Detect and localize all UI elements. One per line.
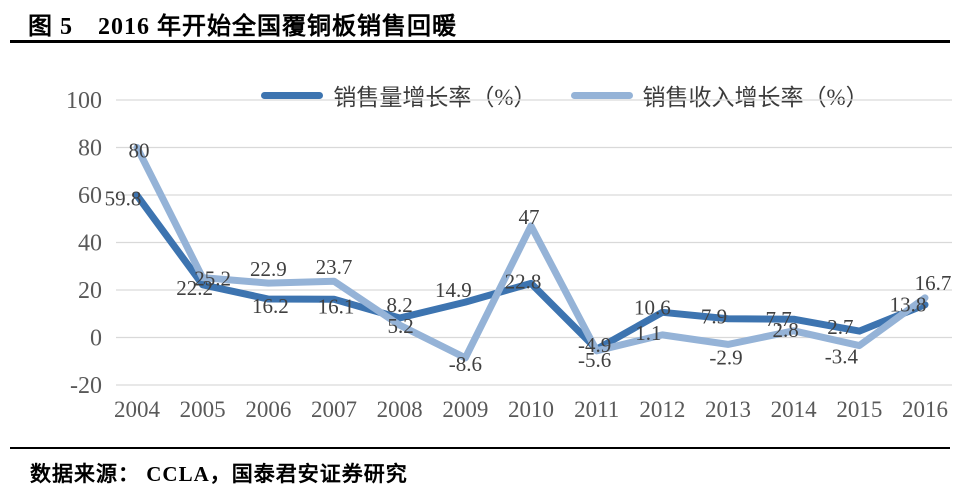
data-point-label: 13.8 (890, 293, 927, 317)
data-source: 数据来源： CCLA，国泰君安证券研究 (30, 462, 408, 486)
data-point-label: 16.2 (252, 294, 289, 318)
x-axis-tick-label: 2012 (639, 397, 685, 422)
y-axis-tick-label: 20 (78, 278, 102, 304)
data-point-label: 2.7 (827, 315, 853, 339)
data-point-label: 10.6 (634, 295, 671, 319)
legend-item-revenue: 销售收入增长率（%） (570, 78, 869, 112)
y-axis-tick-label: -20 (70, 373, 102, 399)
x-axis-tick-label: 2011 (574, 397, 619, 422)
data-point-label: 59.8 (105, 186, 142, 210)
data-point-label: 7.9 (701, 305, 727, 329)
x-axis-tick-label: 2004 (114, 397, 161, 422)
legend-label-volume: 销售量增长率（%） (333, 85, 537, 110)
y-axis-tick-label: 40 (78, 231, 102, 257)
data-point-label: 47 (519, 205, 540, 229)
data-point-label: -4.9 (578, 333, 611, 357)
data-point-label: 22.2 (176, 276, 213, 300)
data-point-label: 25.2 (194, 267, 231, 291)
data-point-label: 1.1 (635, 321, 661, 345)
legend-item-volume: 销售量增长率（%） (261, 78, 537, 112)
data-point-label: 16.7 (915, 271, 952, 295)
y-axis-tick-label: 0 (90, 326, 102, 352)
data-point-label: 8.2 (387, 293, 413, 317)
legend: 销售量增长率（%） 销售收入增长率（%） (170, 78, 960, 112)
data-point-label: 22.9 (250, 257, 287, 281)
data-point-label: 14.9 (435, 278, 472, 302)
y-axis-tick-label: 80 (78, 136, 102, 162)
data-point-label: -8.6 (449, 352, 482, 376)
x-axis-tick-label: 2007 (311, 397, 357, 422)
data-point-label: 22.8 (505, 269, 542, 293)
x-axis-tick-label: 2009 (442, 397, 488, 422)
legend-label-revenue: 销售收入增长率（%） (642, 85, 869, 110)
data-point-label: -5.6 (578, 348, 611, 372)
x-axis-tick-label: 2015 (836, 397, 882, 422)
volume-line-swatch (261, 91, 324, 99)
x-axis-tick-label: 2005 (180, 397, 226, 422)
x-axis-tick-label: 2006 (245, 397, 291, 422)
x-axis-tick-label: 2008 (377, 397, 423, 422)
x-axis-tick-label: 2016 (902, 397, 948, 422)
data-point-label: -3.4 (825, 345, 859, 369)
y-axis-tick-label: 100 (66, 88, 102, 114)
volume-growth-line (133, 191, 929, 353)
data-point-label: 2.8 (773, 318, 799, 342)
data-point-label: 5.2 (388, 314, 414, 338)
title-underline (10, 40, 950, 43)
data-point-label: 16.1 (318, 294, 355, 318)
figure-bottom-rule (10, 447, 950, 449)
x-axis-tick-label: 2013 (705, 397, 751, 422)
y-axis-tick-label: 60 (78, 183, 102, 209)
data-point-label: -2.9 (709, 345, 742, 369)
revenue-line-swatch (570, 91, 633, 99)
revenue-growth-line (133, 144, 929, 362)
data-point-label: 80 (129, 139, 150, 163)
data-point-label: 7.7 (766, 307, 792, 331)
figure-title: 图 5 2016 年开始全国覆铜板销售回暖 (28, 14, 457, 40)
data-point-label: 23.7 (316, 255, 353, 279)
x-axis-tick-label: 2010 (508, 397, 554, 422)
x-axis-tick-label: 2014 (771, 397, 818, 422)
